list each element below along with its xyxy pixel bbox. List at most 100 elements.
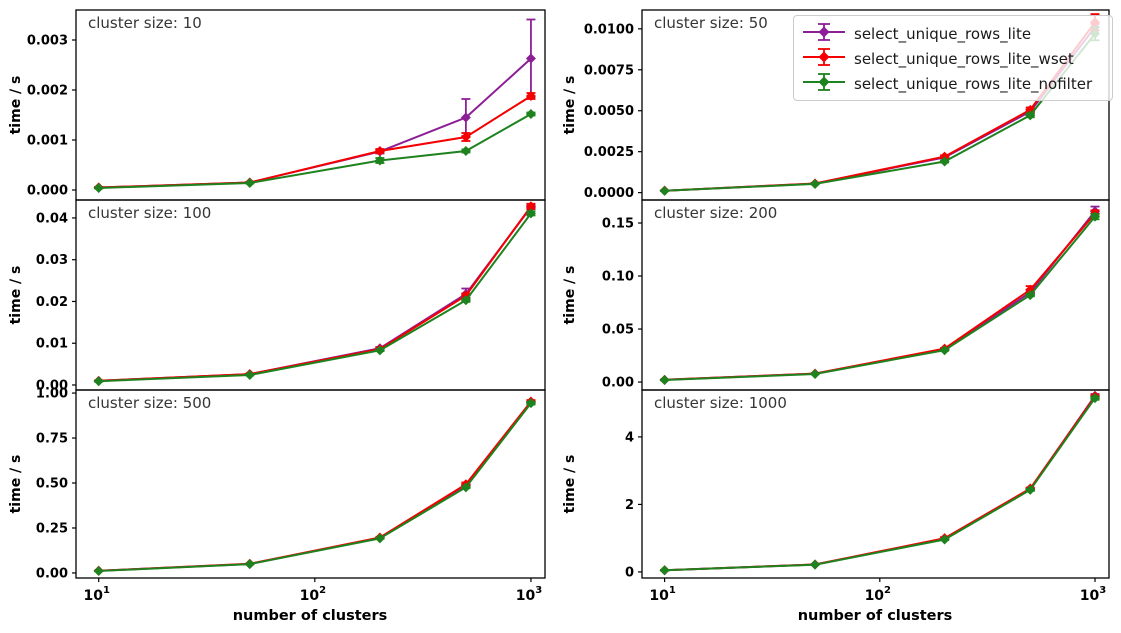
x-tick-label: 103: [1080, 585, 1106, 604]
data-point: [460, 295, 471, 306]
legend-entry: select_unique_rows_lite: [802, 21, 1104, 46]
legend-entry: select_unique_rows_lite_nofilter: [802, 71, 1104, 96]
subplot-title-cs100: cluster size: 100: [88, 204, 212, 222]
legend: select_unique_rows_lite select_unique_ro…: [793, 15, 1113, 101]
x-tick-label: 101: [649, 585, 675, 604]
data-point: [939, 345, 950, 356]
series-select_unique_rows_lite_nofilter: [659, 393, 1101, 576]
series-select_unique_rows_lite_wset: [93, 91, 536, 193]
legend-entry: select_unique_rows_lite_wset: [802, 46, 1104, 71]
subplot-title-cs500: cluster size: 500: [88, 394, 212, 412]
y-tick-label: 1.00: [36, 387, 68, 402]
subplot-4: 0.00 0.05 0.10 0.15: [602, 199, 1110, 391]
data-point: [1090, 393, 1101, 404]
y-tick-label: 0.0025: [584, 145, 634, 160]
y-tick-label: 0.10: [602, 270, 634, 285]
subplot-title-cs50: cluster size: 50: [654, 14, 768, 32]
y-axis-label: time / s: [8, 75, 24, 135]
y-tick-label: 0.15: [602, 217, 634, 232]
data-point: [460, 146, 471, 156]
series-select_unique_rows_lite_nofilter: [93, 109, 536, 193]
x-tick-label: 102: [300, 585, 326, 604]
data-point: [525, 208, 536, 219]
y-tick-label: 0.50: [36, 477, 68, 492]
subplot-6: 0 2 4 101 102 103: [625, 389, 1110, 604]
y-axis-label: time / s: [8, 454, 24, 514]
data-point: [374, 155, 385, 166]
data-point: [1090, 211, 1101, 222]
y-tick-label: 0.0075: [584, 63, 634, 78]
data-point: [525, 398, 536, 409]
data-point: [939, 156, 950, 167]
y-tick-label: 0.02: [36, 295, 68, 310]
data-point: [244, 178, 255, 188]
x-tick-label: 101: [83, 585, 109, 604]
data-point: [659, 185, 670, 196]
y-tick-label: 0.0050: [584, 104, 634, 119]
data-point: [93, 183, 104, 193]
y-tick-label: 0.25: [36, 521, 68, 536]
data-point: [810, 178, 821, 189]
data-point: [460, 112, 471, 123]
y-axis-label: time / s: [562, 265, 578, 325]
y-tick-label: 0.003: [27, 34, 68, 49]
data-point: [659, 375, 670, 386]
data-point: [525, 109, 536, 119]
subplot-frame: [641, 389, 1110, 579]
y-tick-label: 4: [625, 430, 634, 445]
data-point: [93, 565, 104, 576]
data-point: [659, 565, 670, 576]
y-tick-label: 0.00: [36, 566, 68, 581]
legend-label: select_unique_rows_lite_wset: [854, 49, 1074, 68]
y-tick-label: 0.04: [36, 211, 68, 226]
series-select_unique_rows_lite_nofilter: [93, 208, 536, 387]
y-axis-label: time / s: [8, 265, 24, 325]
data-point: [525, 91, 536, 101]
subplot-1: 0.000 0.001 0.002 0.003: [27, 9, 546, 201]
y-tick-label: 0.05: [602, 323, 634, 338]
data-point: [93, 376, 104, 387]
y-axis-label: time / s: [562, 75, 578, 135]
data-point: [374, 146, 385, 156]
subplot-title-cs10: cluster size: 10: [88, 14, 202, 32]
y-tick-label: 0.00: [36, 378, 68, 393]
y-tick-label: 0.01: [36, 337, 68, 352]
y-tick-label: 0.002: [27, 84, 68, 99]
data-point: [244, 559, 255, 570]
subplot-5: 0.00 0.25 0.50 0.75 1.00 101 102 103: [36, 387, 546, 604]
legend-label: select_unique_rows_lite: [854, 24, 1032, 43]
data-point: [460, 482, 471, 493]
data-point: [460, 132, 471, 142]
errorbar-marker-icon: [802, 20, 846, 48]
y-tick-label: 2: [625, 498, 634, 513]
data-point: [939, 534, 950, 545]
y-tick-label: 0.0000: [584, 186, 634, 201]
y-tick-label: 0.000: [27, 184, 68, 199]
x-tick-label: 103: [516, 585, 542, 604]
series-select_unique_rows_lite_wset: [93, 201, 536, 386]
x-axis-label: number of clusters: [232, 608, 388, 624]
series-select_unique_rows_lite_nofilter: [659, 211, 1101, 386]
y-axis-label: time / s: [562, 454, 578, 514]
errorbar-marker-icon: [802, 70, 846, 98]
data-point: [1025, 110, 1036, 121]
y-tick-label: 0.75: [36, 432, 68, 447]
data-point: [810, 368, 821, 379]
y-tick-label: 0: [625, 565, 634, 580]
subplot-frame: [75, 389, 546, 579]
data-point: [525, 201, 536, 212]
data-point: [374, 533, 385, 544]
data-point: [1025, 484, 1036, 495]
data-point: [244, 369, 255, 380]
y-tick-label: 0.00: [602, 376, 634, 391]
data-point: [810, 559, 821, 570]
data-point: [1025, 290, 1036, 301]
errorbar-marker-icon: [802, 45, 846, 73]
data-point: [374, 345, 385, 356]
legend-label: select_unique_rows_lite_nofilter: [854, 74, 1093, 93]
data-point: [525, 53, 536, 64]
y-tick-label: 0.03: [36, 253, 68, 268]
series-select_unique_rows_lite_nofilter: [93, 398, 536, 576]
x-tick-label: 102: [865, 585, 891, 604]
